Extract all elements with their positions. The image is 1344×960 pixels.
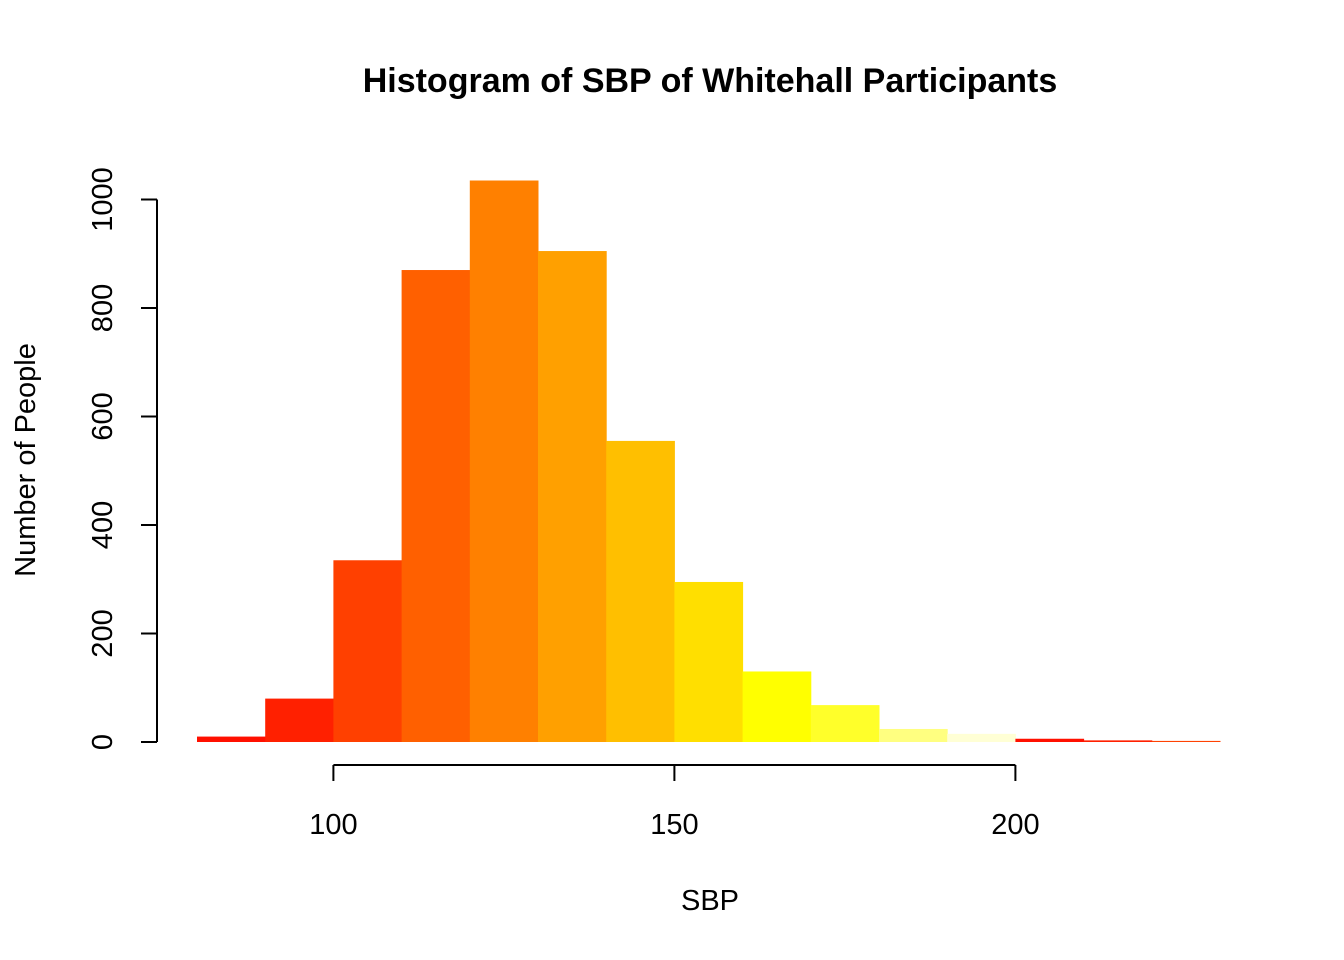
y-tick-label: 1000 [87,167,119,232]
histogram-bar [538,251,607,743]
histogram-bar [947,733,1016,742]
histogram-bar [879,728,948,742]
x-tick-label: 200 [991,809,1039,841]
y-tick-label: 800 [87,284,119,332]
histogram-bar [810,705,880,742]
histogram-bar [333,560,403,742]
histogram-bar [606,440,675,742]
histogram-bar [265,698,334,742]
bars-group [197,180,1221,743]
x-axis: 100 150 200 [309,764,1040,841]
histogram-bar [742,671,812,742]
x-tick-label: 150 [650,809,698,841]
histogram-bar [1151,740,1221,742]
histogram-bar [674,581,744,742]
histogram-bar [197,736,266,742]
y-tick-label: 400 [87,501,119,549]
y-tick-label: 200 [87,609,119,657]
histogram-bar [1083,740,1153,742]
y-axis-label: Number of People [10,343,42,577]
y-tick-label: 600 [87,392,119,440]
histogram-bar [1015,738,1085,742]
y-axis: 0 200 400 600 800 1000 [87,167,158,750]
y-tick-label: 0 [87,734,119,750]
chart-title: Histogram of SBP of Whitehall Participan… [363,62,1058,100]
x-axis-label: SBP [681,885,739,917]
histogram-bar [401,270,471,742]
histogram-bar [469,180,539,742]
x-tick-label: 100 [309,809,357,841]
